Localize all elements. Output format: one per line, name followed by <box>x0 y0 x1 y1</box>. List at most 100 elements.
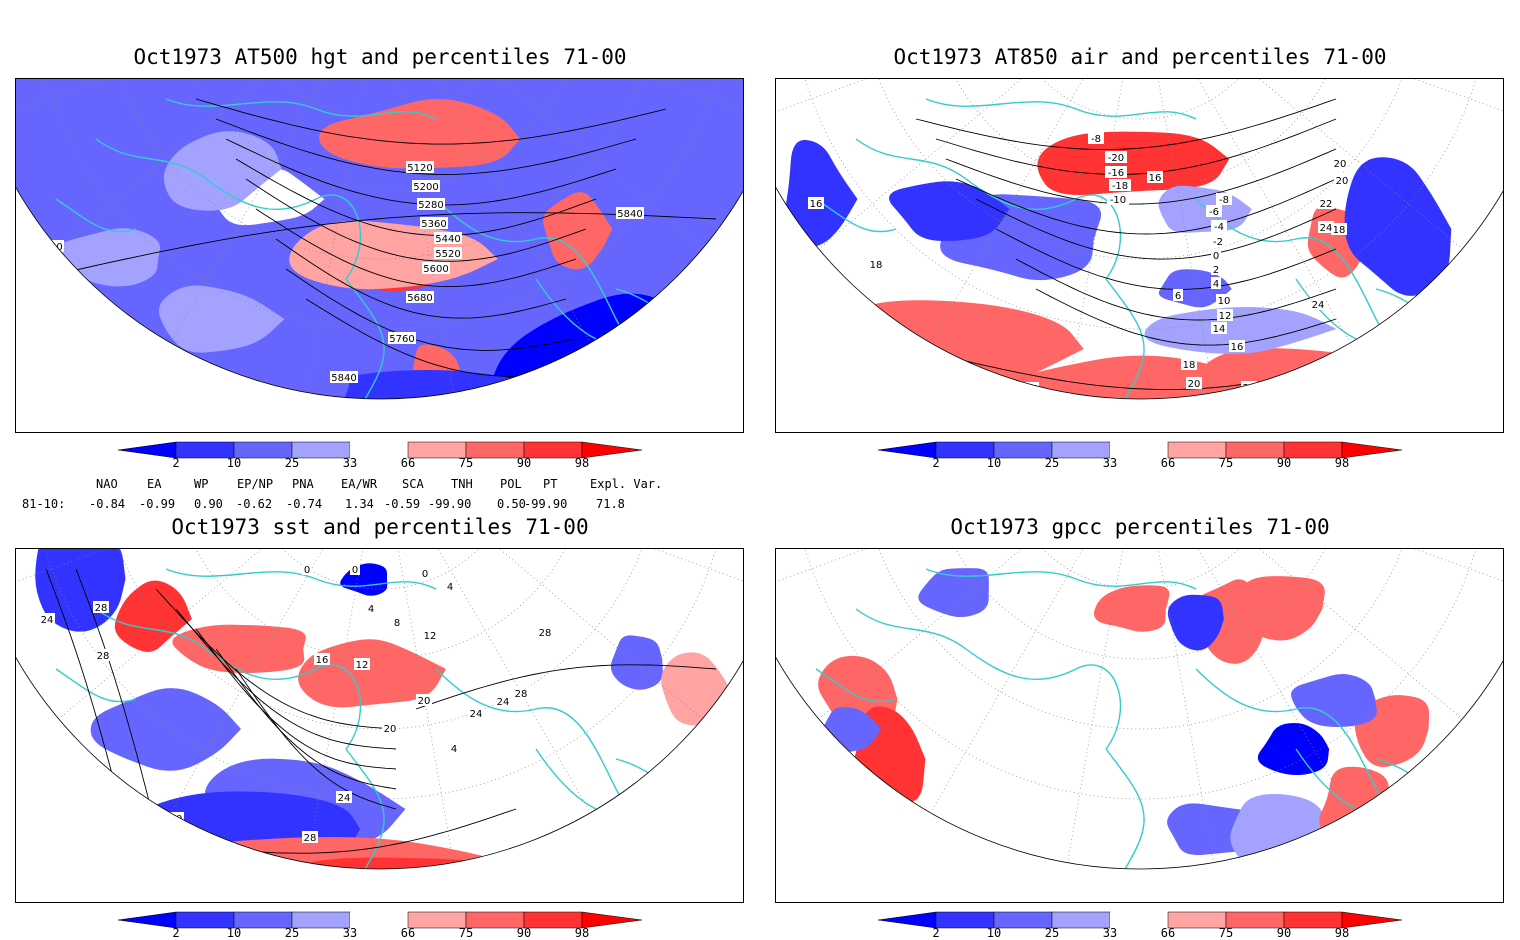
colorbar-tick-label: 10 <box>226 926 242 940</box>
contour-line <box>35 212 717 280</box>
contour-label: 20 <box>1334 174 1350 187</box>
contour-label-text: 8 <box>394 618 400 629</box>
contour-label: 14 <box>1211 322 1227 335</box>
contour-label-box <box>336 791 352 803</box>
contour-line <box>945 148 1337 205</box>
colorbar-segment <box>935 441 995 459</box>
contour-label: 8 <box>392 616 402 629</box>
contour-label-text: 28 <box>304 833 317 844</box>
contour-label-box <box>495 695 511 707</box>
colorbar-tick-label: 90 <box>1276 926 1292 940</box>
colorbar-segment <box>1167 911 1227 929</box>
percentile-shading <box>785 139 858 248</box>
percentile-shading <box>1144 306 1337 354</box>
contour-label-box <box>39 613 55 625</box>
colorbar-segment <box>935 911 995 929</box>
contour-label-box <box>1147 171 1163 183</box>
contour-line <box>275 238 567 319</box>
percentile-shading <box>610 635 663 690</box>
contour-label-text: 16 <box>1231 342 1244 353</box>
contour-label: 22 <box>1318 197 1334 210</box>
contour-label-text: 12 <box>356 660 369 671</box>
panel-title-gpcc: Oct1973 gpcc percentiles 71-00 <box>950 515 1330 539</box>
coastline <box>345 748 385 869</box>
contour-label-text: -8 <box>1091 134 1101 145</box>
colorbar-tick-label: 2 <box>932 926 940 940</box>
map-content: 5120 5200 5280 5360 5440 5520 5600 5680 5760 5840… <box>16 79 743 399</box>
colorbar-segment <box>465 441 525 459</box>
contour-label-box <box>302 831 318 843</box>
colorbar-tick-label: 75 <box>458 456 474 470</box>
colorbar-segment <box>407 911 467 929</box>
contour-label: 24 <box>495 695 511 708</box>
colorbar-tick-label: 2 <box>172 456 180 470</box>
contour-label-box <box>1223 404 1239 416</box>
colorbar-graphic <box>117 911 643 929</box>
contour-label: 5520 <box>434 247 462 260</box>
contour-line <box>935 118 1337 175</box>
contour-label-text: 5840 <box>37 242 62 253</box>
index-value: -0.59 <box>384 497 421 511</box>
contour-label-text: 4 <box>368 604 374 615</box>
percentile-shading <box>960 355 1241 399</box>
contour-label: 4 <box>445 580 455 593</box>
contour-label: 5120 <box>406 161 434 174</box>
colorbar-segment <box>877 911 937 929</box>
contour-line <box>195 628 397 770</box>
index-value: -99.90 <box>524 497 568 511</box>
colorbar-top-right: 2 10 25 33 66 75 90 98 <box>877 440 1403 474</box>
contour-label-box <box>468 707 484 719</box>
index-header: Expl. Var. <box>590 477 663 491</box>
colorbar-tick-label: 25 <box>1044 456 1060 470</box>
contour-label: 2 <box>1211 263 1221 276</box>
contour-label: 4 <box>1211 277 1221 290</box>
contour-label-box <box>445 580 455 592</box>
contour-label: 20 <box>1332 157 1348 170</box>
contour-label-text: -6 <box>1209 207 1219 218</box>
contour-label-text: 0 <box>304 565 310 576</box>
contour-label-box <box>1211 277 1221 289</box>
contour-label-text: 16 <box>810 199 823 210</box>
colorbar-segment <box>993 441 1053 459</box>
percentile-shading <box>56 228 161 287</box>
contour-label-text: 6 <box>1175 291 1181 302</box>
percentile-shading <box>1094 585 1170 632</box>
colorbar-tick-label: 75 <box>458 926 474 940</box>
contour-label: 24 <box>1318 221 1334 234</box>
percentile-shading <box>319 98 520 169</box>
colorbar-tick-label: 98 <box>574 926 590 940</box>
colorbar-segment <box>175 441 235 459</box>
contour-label: 0 <box>420 567 430 580</box>
contour-label-box <box>1318 197 1334 209</box>
contour-line <box>215 808 517 854</box>
colorbar-tick-label: 33 <box>342 926 358 940</box>
colorbar-tick-label: 75 <box>1218 456 1234 470</box>
coastline <box>1105 278 1145 399</box>
contour-label-box <box>1310 298 1326 310</box>
contour-label: 20 <box>416 694 432 707</box>
contour-label-box <box>422 629 438 641</box>
contour-label-text: 4 <box>451 744 457 755</box>
contour-label-text: 20 <box>384 724 397 735</box>
contour-line <box>215 648 397 790</box>
percentile-shading <box>1257 723 1330 776</box>
percentile-shading <box>90 688 242 771</box>
contour-label-text: 24 <box>470 709 483 720</box>
index-value: -0.74 <box>286 497 323 511</box>
contour-label-text: 5360 <box>421 219 446 230</box>
colorbar-segment <box>233 911 293 929</box>
colorbar-tick-label: 25 <box>284 456 300 470</box>
colorbar-tick-label: 33 <box>1102 456 1118 470</box>
colorbar-graphic <box>877 441 1403 459</box>
coastline <box>165 98 437 120</box>
coastline <box>55 668 137 703</box>
contour-label-box <box>1331 223 1347 235</box>
contour-label-text: 16 <box>980 431 993 433</box>
colorbar-tick-label: 66 <box>1160 926 1176 940</box>
contour-line <box>995 228 1337 290</box>
coastline <box>165 568 437 590</box>
